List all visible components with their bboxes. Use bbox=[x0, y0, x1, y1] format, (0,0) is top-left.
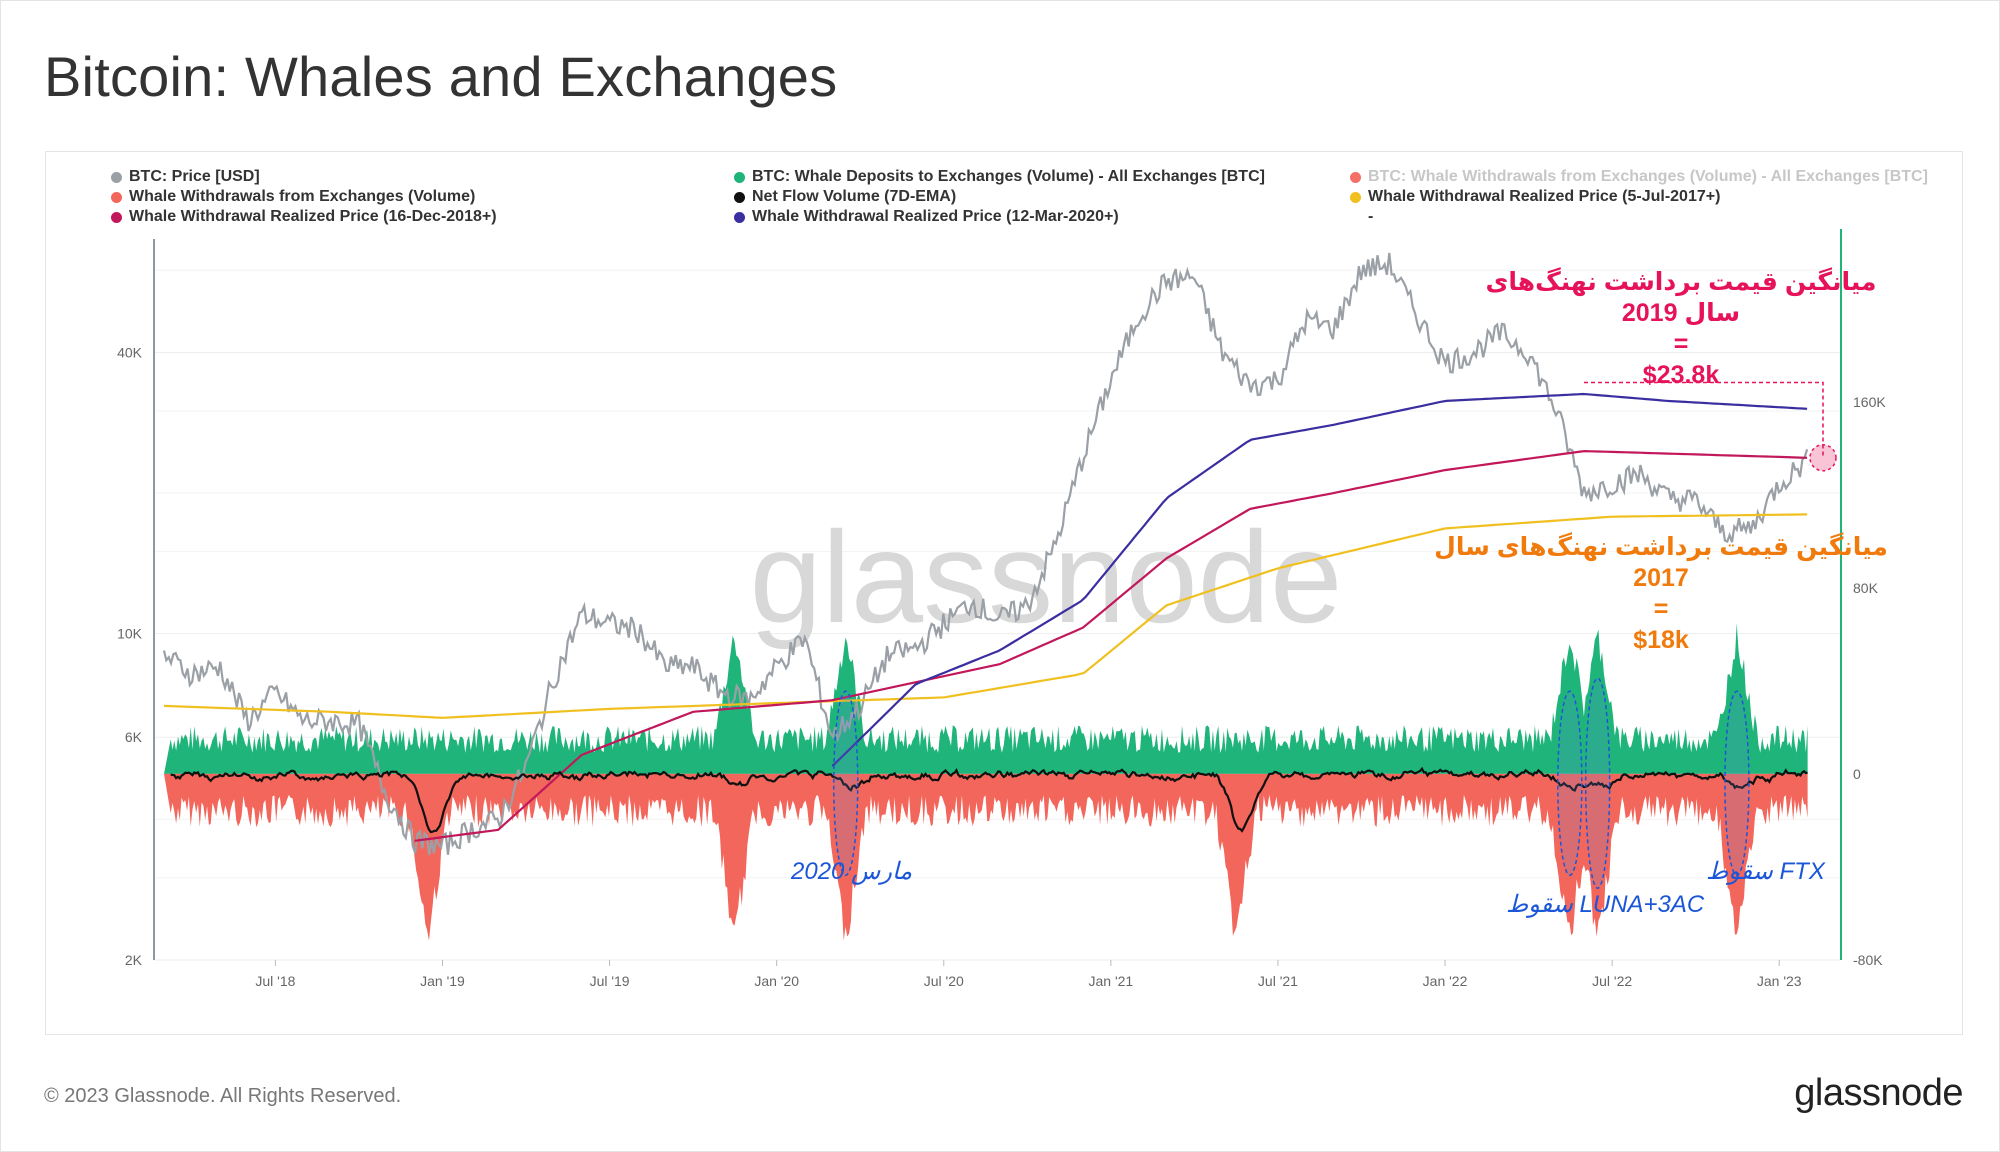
ftx-highlight bbox=[1724, 690, 1750, 876]
annotation-march-2020: مارس 2020 bbox=[791, 858, 913, 885]
march-2020-highlight bbox=[832, 690, 859, 876]
realized-price-2018-line bbox=[414, 449, 1808, 842]
chart-panel: 2K 6K 10K 40K -80K 0 80K 160K Jul '18 Jan '19 Jul … bbox=[45, 151, 1963, 1035]
annotation-ftx: سقوط FTX bbox=[1706, 858, 1825, 885]
y-left-tick-label: 40K bbox=[117, 344, 143, 360]
y-left-tick-label: 6K bbox=[125, 729, 143, 745]
luna-highlight bbox=[1557, 690, 1583, 876]
rp2019-callout-line bbox=[1584, 381, 1824, 457]
legend-label: BTC: Whale Withdrawals from Exchanges (V… bbox=[1368, 168, 1928, 185]
legend-label: Whale Withdrawal Realized Price (5-Jul-2… bbox=[1368, 188, 1721, 205]
page-title: Bitcoin: Whales and Exchanges bbox=[44, 45, 838, 108]
x-tick-label: Jan '19 bbox=[420, 973, 465, 989]
x-tick-label: Jul '22 bbox=[1592, 973, 1632, 989]
x-tick-label: Jan '20 bbox=[754, 973, 799, 989]
legend-dot-icon bbox=[1350, 171, 1361, 183]
x-tick-label: Jan '22 bbox=[1423, 973, 1468, 989]
annotation-rp2017-equals: = bbox=[1653, 595, 1669, 623]
y-left-tick-label: 2K bbox=[125, 952, 143, 968]
legend-item[interactable]: BTC: Whale Deposits to Exchanges (Volume… bbox=[734, 168, 1265, 186]
legend-label: Whale Withdrawals from Exchanges (Volume… bbox=[129, 188, 476, 205]
footer-copyright: © 2023 Glassnode. All Rights Reserved. bbox=[44, 1085, 402, 1107]
annotation-rp2017-value: $18k bbox=[1633, 626, 1689, 654]
x-tick-label: Jul '19 bbox=[590, 973, 630, 989]
legend-item[interactable]: Whale Withdrawal Realized Price (16-Dec-… bbox=[111, 208, 497, 226]
rp2019-marker bbox=[1809, 444, 1837, 472]
legend-dot-icon bbox=[1350, 211, 1361, 223]
y-right-tick-label: 160K bbox=[1853, 394, 1886, 410]
annotation-rp2019-equals: = bbox=[1673, 330, 1689, 358]
y-right-tick-label: 0 bbox=[1853, 766, 1861, 782]
net-flow-line bbox=[170, 766, 1808, 834]
legend-item[interactable]: Whale Withdrawal Realized Price (12-Mar-… bbox=[734, 208, 1119, 226]
annotation-luna-3ac: سقوط LUNA+3AC bbox=[1506, 891, 1705, 918]
legend-label: Whale Withdrawal Realized Price (12-Mar-… bbox=[752, 208, 1119, 225]
legend-label: - bbox=[1368, 208, 1374, 225]
y-right-tick-label: -80K bbox=[1853, 952, 1883, 968]
realized-price-2017-line bbox=[163, 513, 1808, 719]
legend-dot-icon bbox=[734, 211, 745, 223]
btc-price-line bbox=[162, 252, 1809, 856]
x-tick-label: Jan '21 bbox=[1088, 973, 1133, 989]
legend-item[interactable]: Net Flow Volume (7D-EMA) bbox=[734, 188, 956, 206]
annotation-rp2019: میانگین قیمت برداشت نهنگ‌های سال 2019 = … bbox=[1466, 267, 1896, 391]
legend-dot-icon bbox=[734, 171, 745, 183]
legend-item[interactable]: Whale Withdrawal Realized Price (5-Jul-2… bbox=[1350, 188, 1720, 206]
legend-dot-icon bbox=[734, 191, 745, 203]
glassnode-logo: glassnode bbox=[1794, 1072, 1963, 1114]
legend-label: BTC: Whale Deposits to Exchanges (Volume… bbox=[752, 168, 1265, 185]
legend-item[interactable]: BTC: Whale Withdrawals from Exchanges (V… bbox=[1350, 168, 1928, 186]
withdrawals-area bbox=[164, 773, 1808, 941]
chart-canvas: 2K 6K 10K 40K -80K 0 80K 160K Jul '18 Jan '19 Jul … bbox=[117, 229, 1886, 989]
chart-legend: BTC: Price [USD] BTC: Whale Deposits to E… bbox=[46, 168, 1962, 238]
annotation-rp2017-line1: میانگین قیمت برداشت نهنگ‌های سال bbox=[1434, 533, 1888, 561]
x-tick-label: Jul '18 bbox=[255, 973, 295, 989]
legend-label: BTC: Price [USD] bbox=[129, 168, 260, 185]
annotation-rp2017-line2: 2017 bbox=[1633, 564, 1689, 592]
y-left-tick-label: 10K bbox=[117, 626, 143, 642]
legend-dot-icon bbox=[111, 171, 122, 183]
legend-item[interactable]: Whale Withdrawals from Exchanges (Volume… bbox=[111, 188, 475, 206]
realized-price-2020-line bbox=[831, 392, 1808, 767]
y-right-tick-label: 80K bbox=[1853, 580, 1879, 596]
annotation-rp2017: میانگین قیمت برداشت نهنگ‌های سال 2017 = … bbox=[1421, 532, 1901, 656]
legend-label: Net Flow Volume (7D-EMA) bbox=[752, 188, 957, 205]
annotation-rp2019-line1: میانگین قیمت برداشت نهنگ‌های bbox=[1485, 268, 1877, 296]
x-tick-label: Jul '21 bbox=[1258, 973, 1298, 989]
legend-label: Whale Withdrawal Realized Price (16-Dec-… bbox=[129, 208, 497, 225]
legend-item[interactable]: - bbox=[1350, 208, 1373, 226]
annotation-rp2019-line2: سال 2019 bbox=[1621, 299, 1741, 327]
x-tick-label: Jul '20 bbox=[924, 973, 964, 989]
annotation-rp2019-value: $23.8k bbox=[1642, 361, 1720, 389]
x-tick-label: Jan '23 bbox=[1757, 973, 1802, 989]
watermark-text: glassnode bbox=[750, 504, 1343, 650]
legend-dot-icon bbox=[111, 211, 122, 223]
legend-dot-icon bbox=[111, 191, 122, 203]
legend-item[interactable]: BTC: Price [USD] bbox=[111, 168, 260, 186]
legend-dot-icon bbox=[1350, 191, 1361, 203]
three-ac-highlight bbox=[1584, 677, 1611, 889]
deposits-area bbox=[164, 623, 1808, 774]
